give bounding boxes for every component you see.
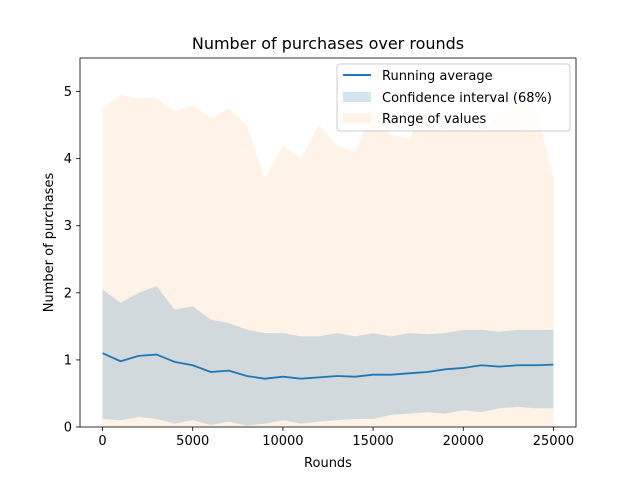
confidence-interval-band: [102, 286, 554, 426]
legend-swatch-confidence-interval: [343, 92, 371, 102]
legend-label-confidence-interval: Confidence interval (68%): [382, 91, 552, 106]
x-axis-label: Rounds: [304, 456, 352, 471]
running-average-line: [102, 352, 554, 380]
x-tick-label: 5000: [176, 434, 209, 449]
legend-label-running-average: Running average: [382, 69, 493, 84]
legend-label-range-of-values: Range of values: [382, 112, 487, 127]
plot-area: [102, 94, 554, 428]
ticks: 0 5000 10000 15000 20000 25000 0 1 2 3 4 5: [64, 85, 574, 449]
y-tick-label: 1: [64, 353, 72, 368]
x-tick-label: 10000: [262, 434, 303, 449]
x-tick-label: 0: [98, 434, 106, 449]
legend-box: [336, 63, 571, 132]
chart-title: Number of purchases over rounds: [192, 34, 464, 53]
axes-frame: [79, 57, 577, 428]
y-tick-label: 2: [64, 286, 72, 301]
x-tick-label: 25000: [533, 434, 574, 449]
y-tick-label: 5: [64, 85, 72, 100]
x-tick-label: 20000: [443, 434, 484, 449]
y-tick-label: 0: [64, 421, 72, 436]
range-of-values-band: [102, 94, 554, 428]
legend-swatch-range-of-values: [343, 113, 371, 123]
y-tick-label: 3: [64, 219, 72, 234]
x-tick-label: 15000: [352, 434, 393, 449]
y-axis-label: Number of purchases: [42, 173, 57, 313]
y-tick-label: 4: [64, 152, 72, 167]
legend: Running average Confidence interval (68%…: [336, 63, 571, 132]
